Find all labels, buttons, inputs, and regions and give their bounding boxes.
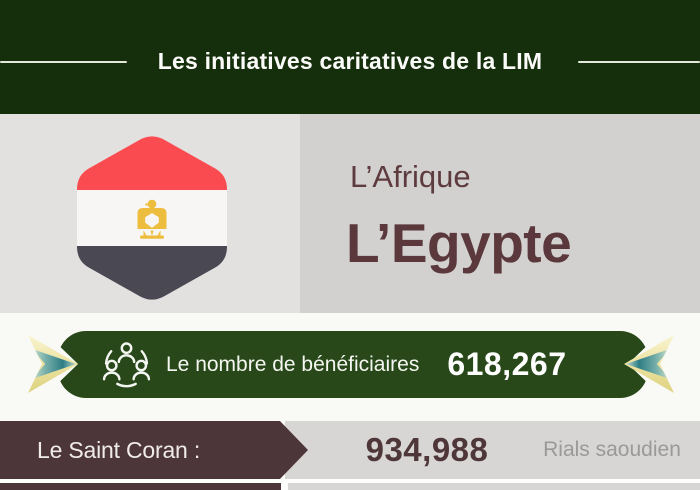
stat-row: Le Saint Coran : 934,988 Rials saoudien [0,421,700,479]
beneficiaries-banner: Le nombre de bénéficiaires 618,267 [58,331,648,398]
title-rule-left [0,61,127,63]
header-band: Les initiatives caritatives de la LIM [0,0,700,114]
flag-red-band [77,136,227,190]
stat-row-label: Le Saint Coran : [37,436,201,463]
beneficiaries-label: Le nombre de bénéficiaires [166,352,420,376]
stat-row-partial [0,483,700,490]
eagle-emblem [137,199,167,239]
partial-label-block [0,483,281,490]
people-group-icon [102,342,151,388]
beneficiaries-section: Le nombre de bénéficiaires 618,267 [0,313,700,421]
beneficiaries-value: 618,267 [447,346,567,382]
partial-value-strip [288,483,700,490]
flag-dark-band [77,246,227,300]
location-panel: L’Afrique L’Egypte [300,114,700,313]
page-title: Les initiatives caritatives de la LIM [157,48,543,74]
title-rule-right [578,61,700,63]
location-section: L’Afrique L’Egypte [0,114,700,313]
stat-row-label-arrow: Le Saint Coran : [0,421,308,479]
stat-row-value: 934,988 [365,431,489,468]
continent-label: L’Afrique [350,159,471,194]
stat-row-unit: Rials saoudien [543,438,681,461]
flag-panel [0,114,300,313]
country-title: L’Egypte [346,212,572,274]
egypt-flag-icon [77,136,227,300]
stat-row-strip [285,421,700,479]
